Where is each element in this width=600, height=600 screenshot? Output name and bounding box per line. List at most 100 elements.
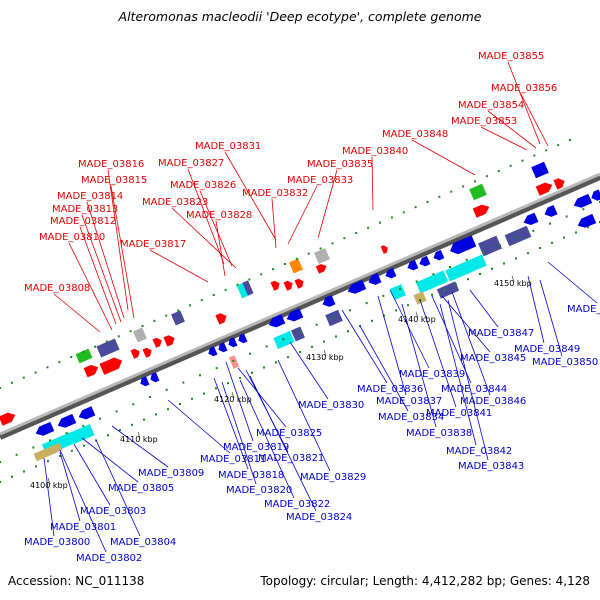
- gene-forward: [130, 348, 140, 359]
- track-dot: [450, 190, 453, 193]
- gene-reverse: [478, 235, 502, 257]
- track-dot: [82, 350, 85, 353]
- track-dot: [275, 361, 277, 364]
- gene-reverse: [368, 273, 382, 285]
- gene-label-reverse: MADE_03821: [258, 453, 324, 464]
- track-dot: [200, 299, 203, 302]
- gene-label-reverse: MADE_03829: [300, 472, 366, 483]
- backbone-line: [0, 172, 600, 436]
- track-dot: [199, 374, 201, 377]
- track-dot: [399, 287, 401, 290]
- track-dot: [167, 408, 169, 411]
- leader-line-forward: [520, 93, 549, 147]
- track-dot: [11, 475, 13, 478]
- gene-label-reverse: MADE_03824: [286, 512, 352, 523]
- gene-forward: [215, 313, 227, 325]
- track-dot: [307, 252, 310, 255]
- gene-forward: [315, 264, 327, 274]
- leader-line-forward: [107, 169, 129, 311]
- track-dot: [527, 252, 529, 255]
- leader-line-reverse: [439, 303, 477, 446]
- gene-label-reverse: MADE_03852: [567, 304, 600, 315]
- leader-line-forward: [81, 214, 122, 323]
- track-dot: [367, 226, 370, 229]
- gene-reverse: [69, 424, 95, 444]
- leader-line-reverse: [447, 299, 489, 461]
- gene-reverse: [504, 225, 532, 247]
- gene-label-forward: MADE_03848: [382, 129, 448, 140]
- leader-line-forward: [317, 169, 338, 239]
- track-dot: [467, 278, 469, 281]
- leader-line-reverse: [237, 367, 287, 428]
- kbp-scale-label: 4110 kbp: [120, 435, 158, 444]
- gene-label-forward: MADE_03831: [195, 141, 261, 152]
- track-dot: [94, 345, 96, 348]
- kbp-scale-label: 4140 kbp: [398, 315, 436, 324]
- leader-line-reverse: [249, 375, 317, 512]
- track-dot: [335, 335, 337, 338]
- gene-label-reverse: MADE_03809: [138, 468, 204, 479]
- label-leader-lines: [43, 61, 598, 553]
- gene-forward: [553, 178, 565, 190]
- track-dot: [15, 453, 18, 456]
- track-dot: [402, 211, 405, 214]
- track-dot: [587, 226, 589, 229]
- gene-label-forward: MADE_03827: [158, 158, 224, 169]
- track-dot: [191, 397, 193, 400]
- leader-line-forward: [110, 185, 135, 319]
- gene-label-reverse: MADE_03801: [50, 522, 116, 533]
- kbp-scale: 4100 kbp 4110 kbp 4120 kbp 4130 kbp 4140 kbp…: [30, 275, 532, 490]
- gene-forward: [152, 337, 162, 348]
- leader-line-reverse: [225, 361, 254, 442]
- gene-label-reverse: MADE_03811: [200, 454, 266, 465]
- gene-forward: [171, 310, 185, 326]
- track-dot: [390, 216, 393, 219]
- leader-line-forward: [79, 226, 117, 325]
- track-dot: [224, 288, 227, 291]
- track-dot: [107, 434, 109, 437]
- gene-label-forward: MADE_03826: [170, 180, 236, 191]
- track-dot: [299, 351, 301, 353]
- gene-label-reverse: MADE_03803: [80, 506, 146, 517]
- track-dot: [248, 278, 251, 281]
- track-dot: [462, 185, 465, 188]
- leader-line-reverse: [419, 299, 457, 408]
- gene-forward: [314, 248, 330, 264]
- kbp-tick: [231, 391, 235, 399]
- gene-label-reverse: MADE_03804: [110, 537, 176, 548]
- leader-line-forward: [199, 190, 233, 267]
- track-dot: [382, 294, 385, 297]
- gene-forward: [75, 348, 93, 364]
- track-dot: [32, 446, 35, 449]
- leader-line-reverse: [277, 359, 331, 472]
- track-dot: [251, 371, 253, 374]
- leader-line-reverse: [377, 295, 407, 396]
- leader-line-reverse: [389, 289, 430, 369]
- leader-line-reverse: [239, 379, 295, 499]
- leader-line-reverse: [167, 399, 231, 454]
- gene-label-reverse: MADE_03802: [76, 553, 142, 564]
- track-dot: [474, 180, 476, 183]
- track-dot: [311, 345, 313, 348]
- track-dot: [432, 273, 435, 276]
- track-dot: [165, 314, 168, 317]
- kbp-scale-label: 4120 kbp: [214, 395, 252, 404]
- leader-line-forward: [271, 198, 277, 249]
- track-dot: [239, 377, 241, 379]
- gene-reverse: [573, 193, 593, 208]
- gene-forward: [535, 182, 553, 196]
- track-dot: [132, 403, 135, 406]
- gene-reverse: [238, 333, 248, 344]
- track-dot: [371, 319, 373, 322]
- gene-label-forward: MADE_03835: [307, 159, 373, 170]
- leader-line-forward: [287, 185, 318, 245]
- kbp-tick: [47, 477, 51, 485]
- gene-label-forward: MADE_03814: [57, 191, 123, 202]
- track-dot: [426, 201, 429, 203]
- track-dot: [215, 367, 218, 370]
- gene-label-reverse: MADE_03836: [357, 384, 423, 395]
- track-dot: [0, 481, 1, 483]
- gene-reverse: [286, 308, 304, 322]
- topology-text: Topology: circular; Length: 4,412,282 bp…: [260, 574, 590, 588]
- track-dot: [539, 247, 541, 249]
